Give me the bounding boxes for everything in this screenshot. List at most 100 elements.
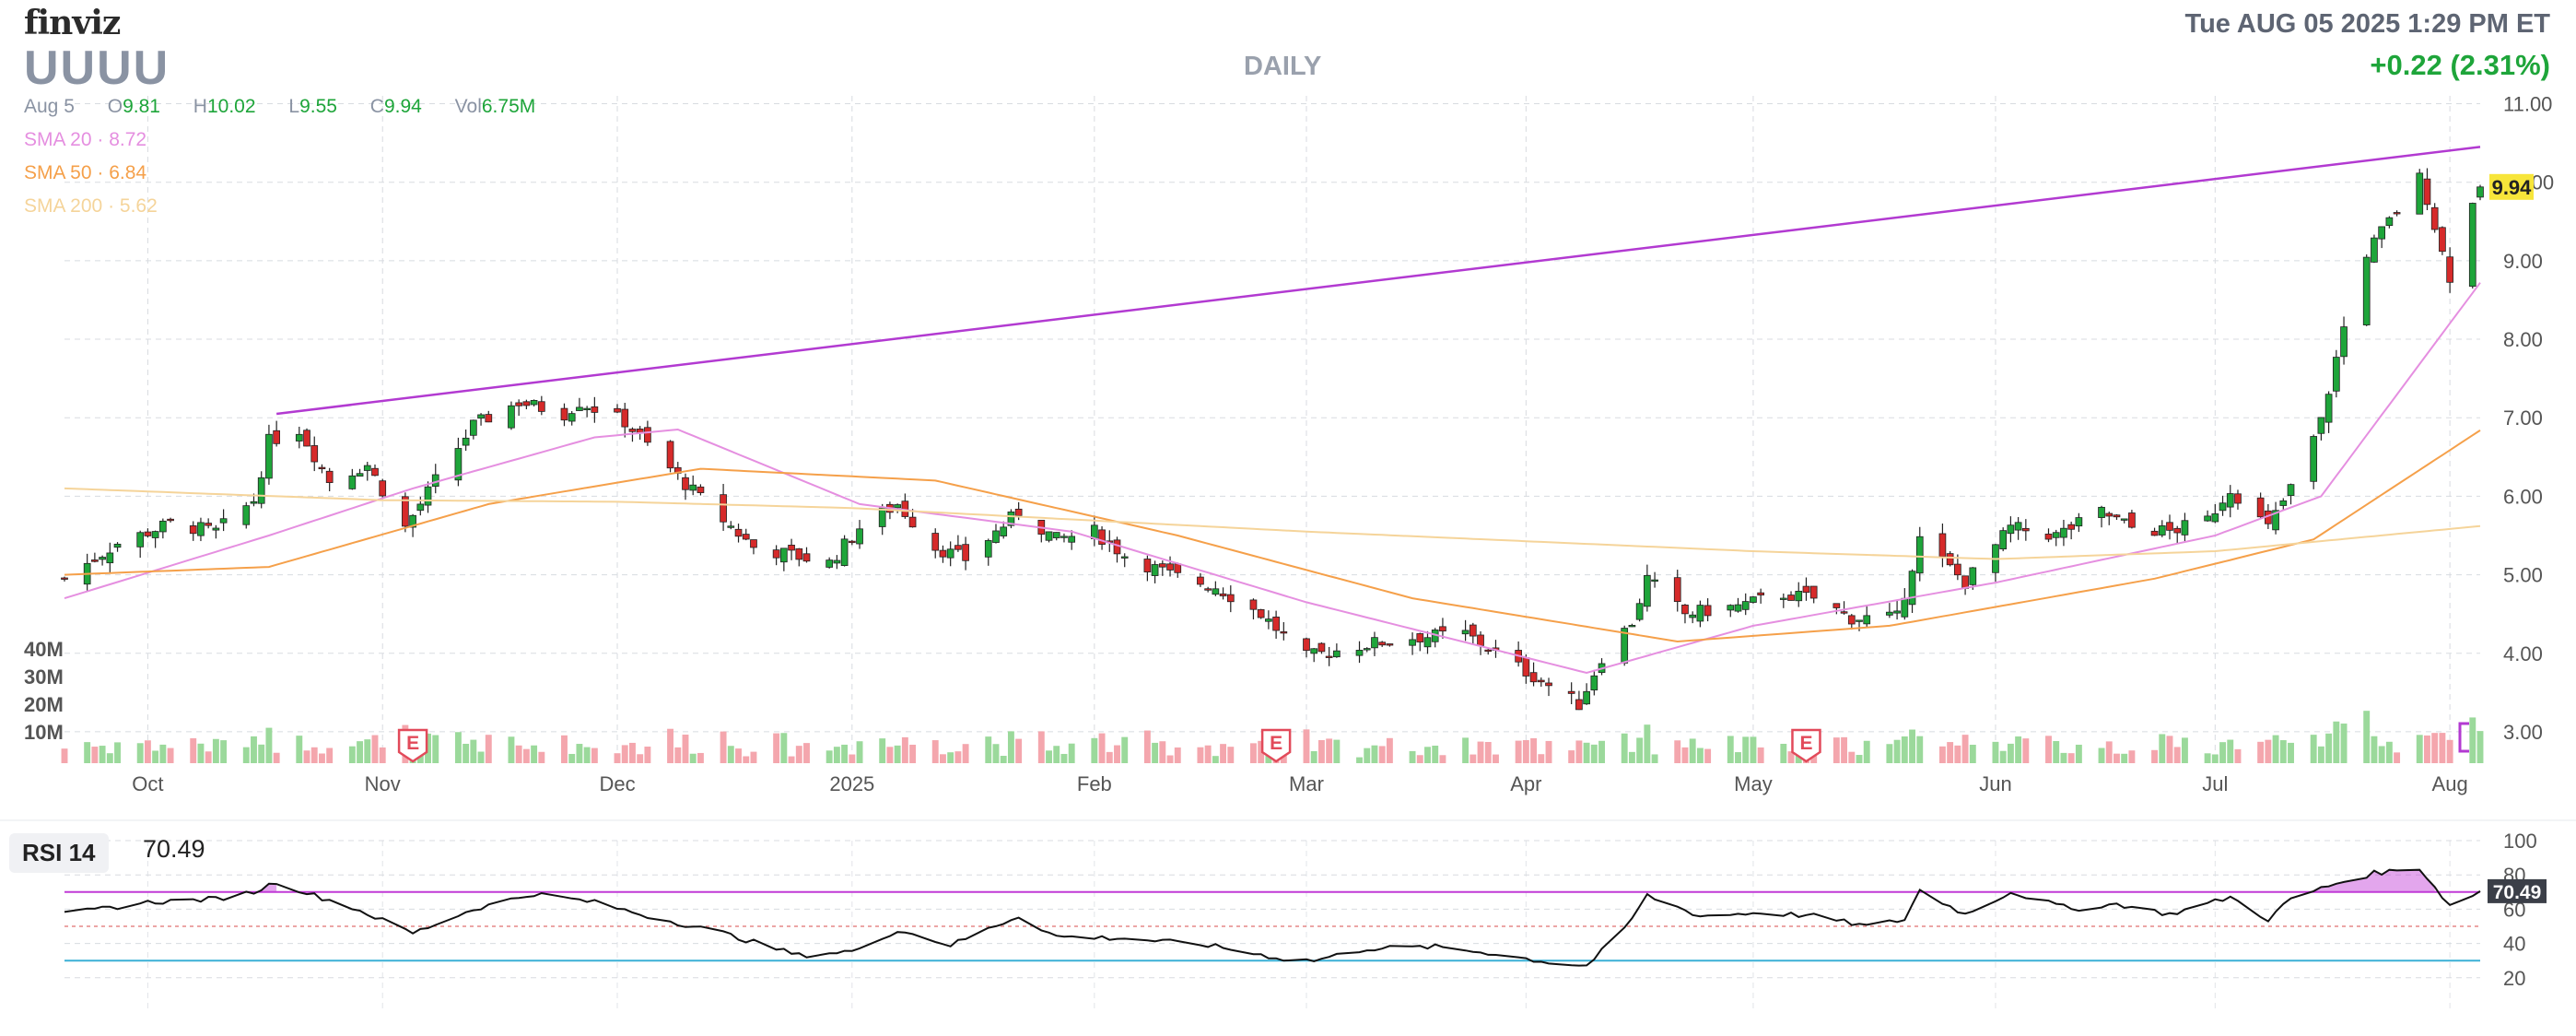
volume-bar bbox=[674, 747, 682, 763]
candle-body bbox=[1120, 556, 1129, 559]
volume-bar bbox=[1439, 755, 1446, 763]
volume-bar bbox=[2272, 735, 2279, 763]
volume-bar bbox=[1674, 740, 1681, 763]
candle-body bbox=[1265, 618, 1272, 622]
open-value: 9.81 bbox=[123, 96, 160, 117]
candle-body bbox=[2340, 326, 2348, 358]
volume-bar bbox=[1424, 747, 1431, 763]
candle-body bbox=[371, 467, 379, 477]
volume-bar bbox=[1484, 742, 1492, 763]
volume-bar bbox=[152, 750, 159, 763]
candle-body bbox=[750, 539, 757, 548]
volume-bar bbox=[2151, 749, 2159, 763]
volume-bar bbox=[689, 753, 697, 763]
candle-body bbox=[1151, 564, 1159, 576]
volume-bar bbox=[1598, 740, 1605, 763]
volume-bar bbox=[1493, 754, 1499, 763]
volume-bar bbox=[2075, 744, 2082, 763]
candle-body bbox=[402, 496, 409, 527]
sma50-legend[interactable]: SMA 50 · 6.84 bbox=[24, 162, 147, 183]
volume-bar bbox=[1106, 751, 1113, 763]
volume-bar bbox=[364, 739, 371, 763]
volume-bar bbox=[1469, 754, 1477, 763]
volume-bar bbox=[2378, 746, 2385, 763]
volume-bar bbox=[1969, 744, 1976, 763]
volume-bar bbox=[2060, 752, 2067, 763]
volume-bar bbox=[1954, 745, 1961, 763]
candle-body bbox=[614, 407, 621, 413]
volume-bar bbox=[1409, 750, 1416, 763]
volume-bar bbox=[1000, 756, 1007, 763]
candle-body bbox=[1734, 604, 1742, 612]
volume-bar bbox=[2394, 752, 2401, 763]
volume-bar bbox=[1227, 747, 1235, 763]
candle-body bbox=[462, 437, 470, 446]
candle-body bbox=[1567, 690, 1575, 694]
volume-bar bbox=[1114, 745, 1120, 763]
candle-body bbox=[106, 552, 114, 564]
volume-bar bbox=[485, 735, 492, 763]
volume-bar bbox=[1999, 750, 2007, 763]
candle-body bbox=[1681, 604, 1689, 615]
candle-body bbox=[363, 465, 371, 471]
rsi-label[interactable]: RSI 14 bbox=[9, 833, 109, 873]
last-price-badge bbox=[2489, 173, 2534, 200]
candle-body bbox=[2416, 172, 2424, 215]
candle-body bbox=[1757, 592, 1765, 595]
volume-bar bbox=[2288, 742, 2294, 763]
finviz-logo[interactable]: finviz bbox=[24, 4, 121, 42]
candle-body bbox=[250, 500, 258, 504]
price-tick-label: 7.00 bbox=[2503, 406, 2543, 430]
candle-body bbox=[2468, 203, 2476, 287]
candle-body bbox=[894, 504, 901, 509]
candle-body bbox=[2234, 493, 2242, 504]
price-tick-label: 11.00 bbox=[2503, 93, 2552, 116]
timeframe-label[interactable]: DAILY bbox=[1244, 52, 1322, 81]
candle-body bbox=[159, 520, 167, 533]
volume-bar bbox=[1636, 737, 1644, 763]
candle-body bbox=[522, 401, 531, 406]
candle-body bbox=[2075, 517, 2083, 527]
sma200-value: 5.62 bbox=[119, 195, 158, 217]
volume-bar bbox=[720, 731, 727, 763]
candle-body bbox=[568, 413, 576, 422]
candle-body bbox=[833, 559, 841, 564]
candle-body bbox=[644, 427, 651, 443]
volume-bar bbox=[788, 756, 795, 763]
candle-body bbox=[1908, 571, 1916, 606]
volume-bar bbox=[2211, 754, 2219, 763]
candle-body bbox=[219, 518, 228, 524]
candle-body bbox=[2362, 256, 2371, 325]
candle-body bbox=[318, 466, 326, 470]
candle-body bbox=[2098, 506, 2105, 518]
volume-bar bbox=[106, 753, 113, 763]
candle-body bbox=[2385, 217, 2394, 227]
low-label: L bbox=[288, 96, 300, 117]
volume-bar bbox=[879, 738, 886, 763]
candle-body bbox=[1545, 682, 1552, 687]
volume-bar bbox=[1060, 753, 1068, 763]
trendline bbox=[275, 146, 2481, 416]
sma200-legend[interactable]: SMA 200 · 5.62 bbox=[24, 195, 158, 217]
volume-bar bbox=[2325, 733, 2333, 763]
volume-tick-label: 10M bbox=[24, 721, 64, 744]
high-value: 10.02 bbox=[206, 96, 256, 117]
month-tick-label: Nov bbox=[365, 772, 401, 795]
volume-bar bbox=[1901, 736, 1908, 763]
candle-body bbox=[1847, 615, 1856, 625]
quote-datetime: Tue AUG 05 2025 1:29 PM ET bbox=[2184, 9, 2550, 39]
volume-bar bbox=[2363, 711, 2371, 763]
candle-body bbox=[1219, 593, 1227, 596]
candle-body bbox=[1045, 531, 1053, 541]
candle-body bbox=[257, 477, 265, 504]
candle-body bbox=[1333, 650, 1341, 658]
candle-body bbox=[1644, 574, 1651, 607]
volume-bar bbox=[1197, 747, 1204, 763]
volume-bar bbox=[1848, 751, 1856, 763]
volume-bar bbox=[1856, 755, 1863, 763]
candle-body bbox=[1257, 609, 1265, 618]
sma20-legend[interactable]: SMA 20 · 8.72 bbox=[24, 129, 147, 150]
volume-bar bbox=[2113, 753, 2120, 763]
drawing-tool-icon bbox=[2458, 722, 2469, 753]
